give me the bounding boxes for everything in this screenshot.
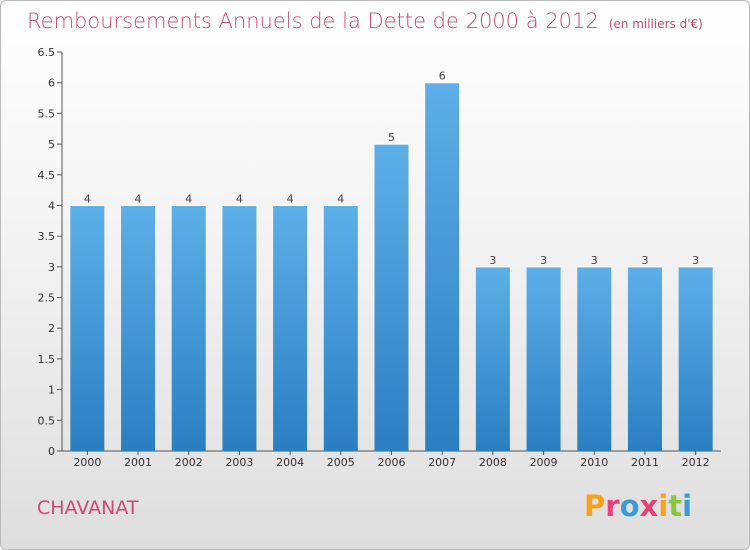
bar <box>70 205 105 451</box>
logo-letter: r <box>605 489 620 523</box>
x-tick-label: 2010 <box>580 456 608 469</box>
bar <box>577 266 612 451</box>
x-tick-label: 2011 <box>631 456 659 469</box>
bar <box>475 266 510 451</box>
x-tick-label: 2005 <box>327 456 355 469</box>
y-tick-label: 2.5 <box>38 292 56 305</box>
logo-letter: x <box>639 489 659 523</box>
logo-letter: P <box>584 489 606 523</box>
data-label: 4 <box>135 192 142 205</box>
y-tick-label: 6 <box>48 77 55 90</box>
data-label: 3 <box>591 254 598 267</box>
bar <box>222 205 257 451</box>
data-label: 3 <box>692 254 699 267</box>
logo-letter: i <box>682 489 693 523</box>
data-label: 4 <box>236 192 243 205</box>
bar <box>627 266 662 451</box>
x-tick-label: 2012 <box>682 456 710 469</box>
data-label: 3 <box>641 254 648 267</box>
data-label: 5 <box>388 131 395 144</box>
chart-title: Remboursements Annuels de la Dette de 20… <box>27 9 599 33</box>
place-name: CHAVANAT <box>37 497 139 519</box>
data-label: 3 <box>540 254 547 267</box>
data-label: 3 <box>489 254 496 267</box>
data-label: 4 <box>287 192 294 205</box>
bar <box>121 205 156 451</box>
data-label: 4 <box>337 192 344 205</box>
y-tick-label: 4 <box>48 199 55 212</box>
y-tick-label: 3.5 <box>38 230 56 243</box>
logo-letter: i <box>658 489 669 523</box>
y-tick-label: 3 <box>48 261 55 274</box>
x-tick-label: 2003 <box>225 456 253 469</box>
bar <box>374 144 409 452</box>
x-tick-label: 2001 <box>124 456 152 469</box>
bar <box>425 82 460 451</box>
bar <box>526 266 561 451</box>
y-tick-label: 2 <box>48 322 55 335</box>
y-tick-label: 5 <box>48 138 55 151</box>
x-tick-label: 2007 <box>428 456 456 469</box>
bar <box>678 266 713 451</box>
bar <box>273 205 308 451</box>
x-tick-label: 2000 <box>73 456 101 469</box>
data-label: 4 <box>185 192 192 205</box>
y-tick-label: 1 <box>48 384 55 397</box>
x-tick-label: 2002 <box>175 456 203 469</box>
x-tick-label: 2008 <box>479 456 507 469</box>
y-tick-label: 6.5 <box>38 46 56 59</box>
logo-letter: o <box>619 489 640 523</box>
bar <box>323 205 358 451</box>
chart-title-block: Remboursements Annuels de la Dette de 20… <box>27 9 703 33</box>
y-tick-label: 4.5 <box>38 169 56 182</box>
data-label: 4 <box>84 192 91 205</box>
x-tick-label: 2006 <box>378 456 406 469</box>
data-label: 6 <box>439 70 446 83</box>
chart-unit: (en milliers d'€) <box>608 17 703 31</box>
y-tick-label: 1.5 <box>38 353 56 366</box>
logo-letter: t <box>668 489 683 523</box>
x-tick-label: 2009 <box>530 456 558 469</box>
x-tick-label: 2004 <box>276 456 304 469</box>
y-tick-label: 0.5 <box>38 414 56 427</box>
y-tick-label: 0 <box>48 445 55 458</box>
bar <box>171 205 206 451</box>
y-tick-label: 5.5 <box>38 107 56 120</box>
proxiti-logo: Proxiti <box>584 489 692 523</box>
